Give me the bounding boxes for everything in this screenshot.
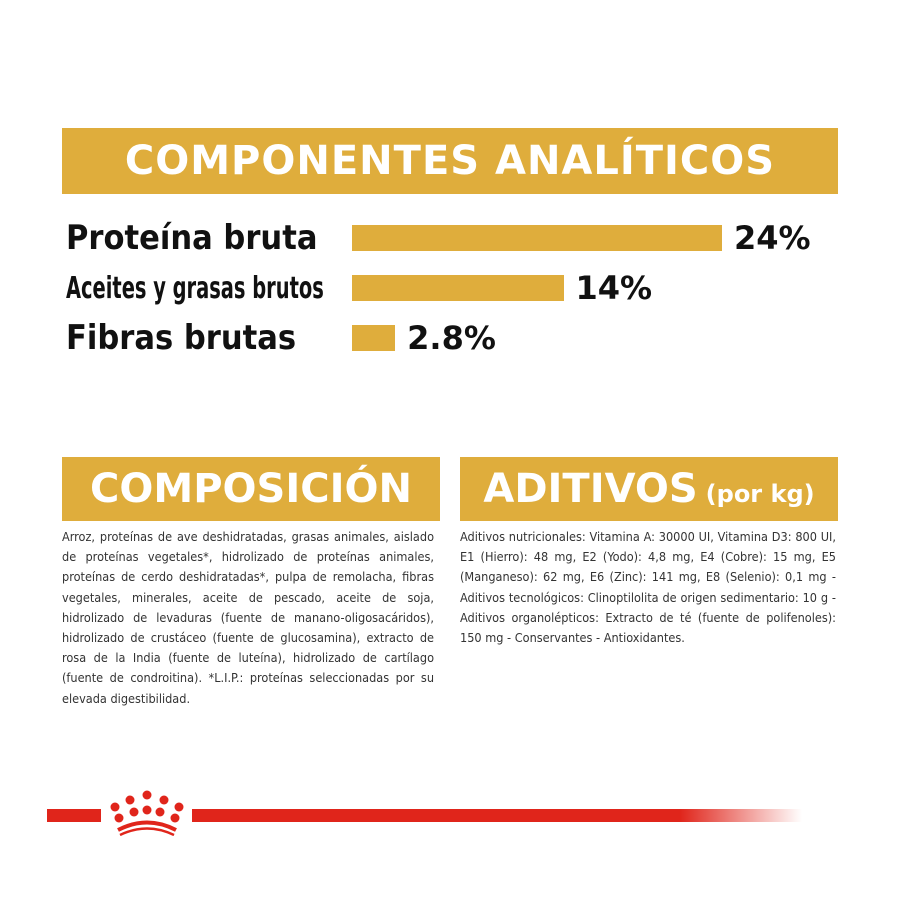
analytic-value: 2.8% bbox=[407, 319, 496, 357]
analytic-label: Fibras brutas bbox=[66, 318, 297, 358]
analytic-bar bbox=[352, 225, 722, 251]
composition-text: Arroz, proteínas de ave deshidratadas, g… bbox=[62, 529, 434, 706]
additives-unit: (por kg) bbox=[705, 480, 815, 508]
royal-canin-crown-icon bbox=[110, 790, 184, 836]
analytic-label: Proteína bruta bbox=[66, 218, 318, 258]
composition-banner: COMPOSICIÓN bbox=[62, 457, 440, 521]
analytic-bar bbox=[352, 325, 396, 351]
additives-title: ADITIVOS bbox=[483, 466, 698, 512]
brand-line-left bbox=[47, 809, 101, 822]
analytic-label: Aceites y grasas brutos bbox=[66, 270, 324, 306]
analytics-banner: COMPONENTES ANALÍTICOS bbox=[62, 128, 838, 194]
analytic-bar bbox=[352, 275, 564, 301]
analytic-value: 24% bbox=[734, 219, 811, 257]
additives-text: Aditivos nutricionales: Vitamina A: 3000… bbox=[460, 529, 836, 646]
analytics-title: COMPONENTES ANALÍTICOS bbox=[124, 138, 776, 184]
composition-title: COMPOSICIÓN bbox=[90, 466, 412, 512]
brand-line-right bbox=[192, 809, 802, 822]
analytic-value: 14% bbox=[575, 269, 653, 307]
additives-banner: ADITIVOS (por kg) bbox=[460, 457, 838, 521]
